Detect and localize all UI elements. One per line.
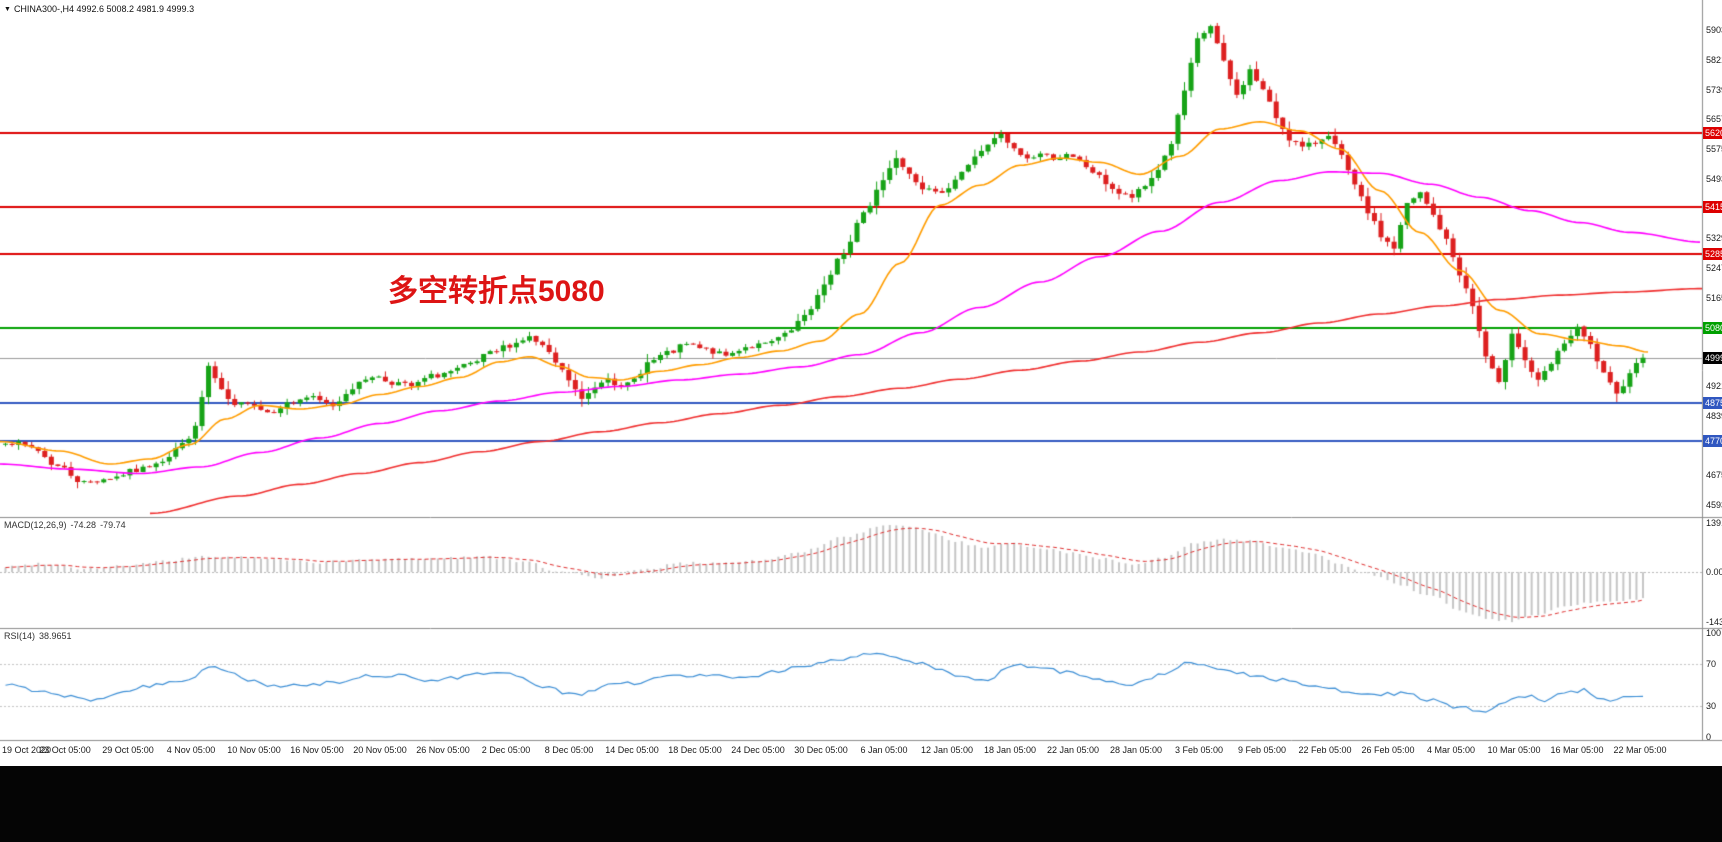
chart-text-annotation[interactable]: 多空转折点5080 (388, 275, 605, 308)
time-axis-label: 22 Jan 05:00 (1046, 745, 1100, 755)
macd-axis-tick: 139.86 (1706, 518, 1722, 529)
time-axis-label: 10 Nov 05:00 (227, 745, 281, 755)
rsi-axis-tick: 0 (1706, 731, 1712, 742)
macd-signal-value: -79.74 (100, 520, 126, 530)
time-axis-label: 24 Dec 05:00 (731, 745, 785, 755)
macd-axis-tick: 0.00 (1706, 567, 1722, 578)
time-axis-label: 8 Dec 05:00 (544, 745, 594, 755)
time-axis-label: 4 Mar 05:00 (1426, 745, 1476, 755)
price-axis-tick: 5165.0 (1706, 292, 1722, 303)
symbol-ohlc-label: CHINA300-,H4 4992.6 5008.2 4981.9 4999.3 (13, 4, 195, 14)
price-axis-tick: 5739.0 (1706, 84, 1722, 95)
price-tag-4770.0[interactable]: 4770.0 (1703, 434, 1722, 447)
time-axis-label: 3 Feb 05:00 (1174, 745, 1224, 755)
macd-axis-tick: -143.82 (1706, 617, 1722, 628)
chart-collapse-icon[interactable]: ▼ (4, 6, 11, 13)
time-axis-label: 4 Nov 05:00 (166, 745, 216, 755)
time-axis-label: 18 Dec 05:00 (668, 745, 722, 755)
macd-main-value: -74.28 (70, 520, 97, 530)
current-price-tag: 4999.3 (1703, 351, 1722, 364)
time-axis-label: 23 Oct 05:00 (39, 745, 91, 755)
price-tag-5080.0[interactable]: 5080.0 (1703, 322, 1722, 335)
macd-name: MACD(12,26,9) (4, 520, 67, 530)
time-axis-label: 10 Mar 05:00 (1487, 745, 1541, 755)
time-axis-label: 12 Jan 05:00 (920, 745, 974, 755)
time-axis-label: 2 Dec 05:00 (481, 745, 531, 755)
time-axis-label: 30 Dec 05:00 (794, 745, 848, 755)
time-axis-label: 26 Feb 05:00 (1361, 745, 1415, 755)
rsi-axis-tick: 100 (1706, 628, 1722, 639)
time-axis-label: 16 Mar 05:00 (1550, 745, 1604, 755)
macd-indicator-label: MACD(12,26,9) -74.28 -79.74 (4, 520, 130, 530)
rsi-name: RSI(14) (4, 631, 36, 641)
time-axis-label: 22 Feb 05:00 (1298, 745, 1352, 755)
time-axis-label: 20 Nov 05:00 (353, 745, 407, 755)
time-axis-label: 28 Jan 05:00 (1109, 745, 1163, 755)
bottom-bar (0, 766, 1722, 842)
price-tag-5620.0[interactable]: 5620.0 (1703, 126, 1722, 139)
rsi-indicator-label: RSI(14) 38.9651 (4, 631, 76, 641)
price-axis-tick: 4921.0 (1706, 381, 1722, 392)
time-axis-label: 19 Oct 2020 (2, 745, 52, 755)
time-axis-label: 26 Nov 05:00 (416, 745, 470, 755)
price-axis-tick: 5247.0 (1706, 262, 1722, 273)
time-axis-label: 29 Oct 05:00 (102, 745, 154, 755)
price-axis-tick: 5657.0 (1706, 114, 1722, 125)
price-axis-tick: 5821.0 (1706, 54, 1722, 65)
price-axis-tick: 4839.0 (1706, 410, 1722, 421)
time-axis-label: 18 Jan 05:00 (983, 745, 1037, 755)
rsi-value: 38.9651 (39, 631, 72, 641)
time-axis-label: 14 Dec 05:00 (605, 745, 659, 755)
price-axis-tick: 4593.0 (1706, 500, 1722, 511)
symbol-header: ▼ CHINA300-,H4 4992.6 5008.2 4981.9 4999.… (4, 4, 194, 14)
price-axis-tick: 4675.0 (1706, 470, 1722, 481)
rsi-axis-tick: 30 (1706, 700, 1717, 711)
price-axis-tick: 5493.0 (1706, 173, 1722, 184)
price-tag-4875.0[interactable]: 4875.0 (1703, 396, 1722, 409)
time-axis-label: 6 Jan 05:00 (860, 745, 908, 755)
rsi-axis-tick: 70 (1706, 659, 1717, 670)
price-axis-tick: 5903.0 (1706, 25, 1722, 36)
price-axis-tick: 5329.0 (1706, 233, 1722, 244)
time-axis-label: 16 Nov 05:00 (290, 745, 344, 755)
time-axis-label: 22 Mar 05:00 (1613, 745, 1667, 755)
price-chart-canvas[interactable] (0, 0, 1722, 766)
time-axis-label: 9 Feb 05:00 (1237, 745, 1287, 755)
